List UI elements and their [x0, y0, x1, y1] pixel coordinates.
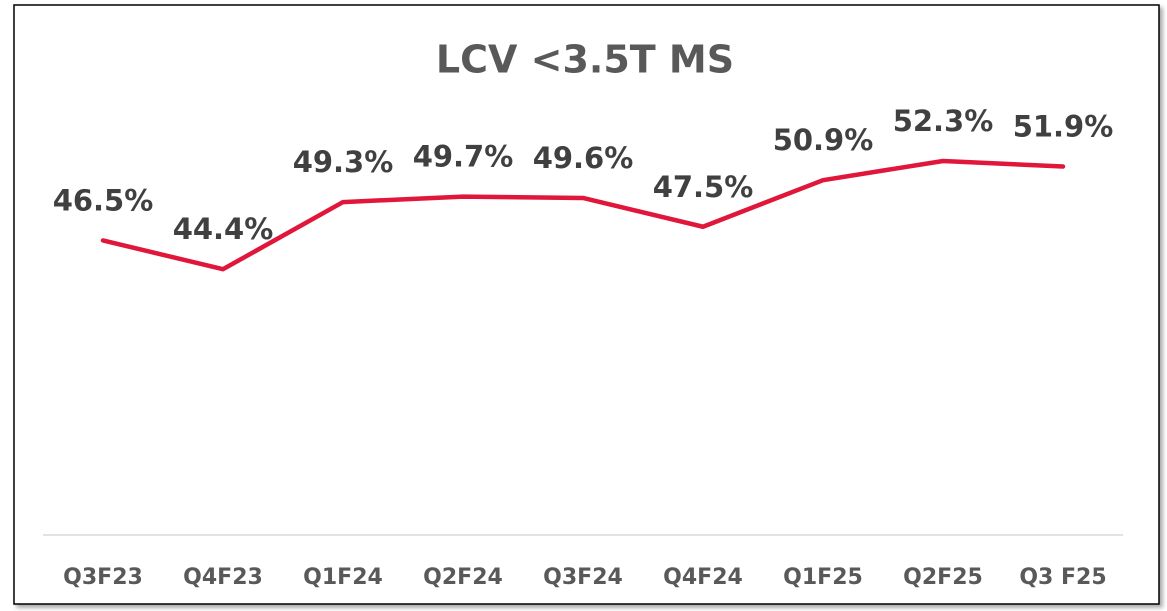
x-tick-label: Q4F23 — [183, 565, 263, 590]
data-label: 50.9% — [773, 123, 874, 157]
chart-title: LCV <3.5T MS — [436, 38, 734, 82]
data-label: 52.3% — [893, 104, 994, 138]
x-tick-label: Q3 F25 — [1019, 565, 1106, 590]
x-tick-label: Q3F24 — [543, 565, 623, 590]
data-label: 46.5% — [53, 183, 154, 217]
x-tick-label: Q2F24 — [423, 565, 503, 590]
x-tick-label: Q3F23 — [63, 565, 143, 590]
x-tick-label: Q1F24 — [303, 565, 383, 590]
data-label: 51.9% — [1013, 109, 1114, 143]
data-label: 44.4% — [173, 212, 274, 246]
data-label: 49.7% — [413, 140, 514, 174]
data-line — [100, 158, 1066, 272]
data-label: 49.3% — [293, 145, 394, 179]
data-label: 49.6% — [533, 141, 634, 175]
x-tick-label: Q4F24 — [663, 565, 743, 590]
data-label: 47.5% — [653, 170, 754, 204]
chart-frame — [13, 4, 1160, 605]
x-tick-label: Q2F25 — [903, 565, 983, 590]
x-tick-label: Q1F25 — [783, 565, 863, 590]
